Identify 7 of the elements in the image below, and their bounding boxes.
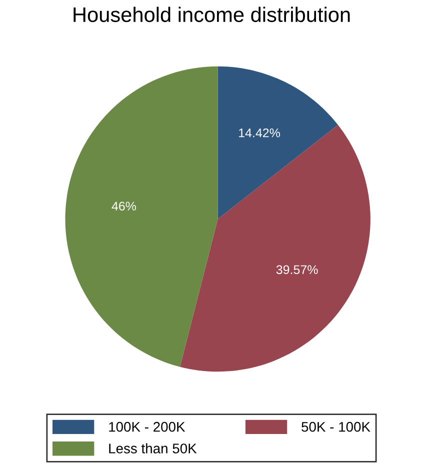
legend-label: 100K - 200K [109, 422, 186, 432]
data-label: 14.42% [239, 128, 280, 138]
chart-title: Household income distribution [74, 6, 350, 22]
data-label: 39.57% [276, 265, 318, 274]
data-label: 46% [112, 202, 136, 211]
legend-label: 50K - 100K [302, 422, 370, 432]
legend-label: Less than 50K [109, 443, 197, 454]
